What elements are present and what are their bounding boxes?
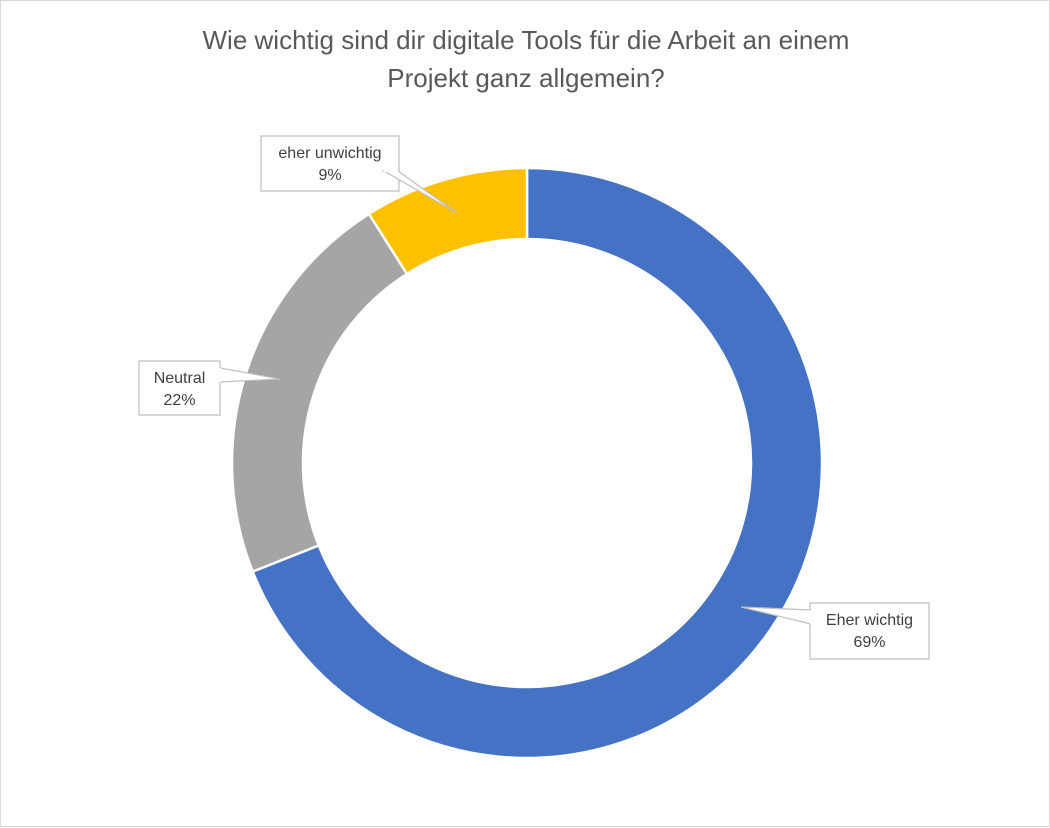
callout-value-label: 69% [853,634,885,651]
callout-eher-wichtig: Eher wichtig 69% [740,602,930,660]
callouts-layer: Eher wichtig 69% Neutral 22% eher unwichtig 9… [138,135,930,660]
callout-category-label: Neutral [154,370,206,387]
callout-value-label: 9% [318,167,341,184]
callout-category-label: eher unwichtig [278,145,381,162]
callout-neutral: Neutral 22% [138,360,281,416]
slice-eher-wichtig [251,166,824,760]
slices-layer [230,166,824,760]
chart-title: Wie wichtig sind dir digitale Tools für … [1,21,1050,97]
callout-box [260,135,400,192]
slice-neutral [230,212,409,574]
callout-box [809,602,930,660]
chart-title-line-1: Wie wichtig sind dir digitale Tools für … [202,25,850,55]
callout-box [138,360,221,416]
callout-value-label: 22% [163,392,195,409]
callout-category-label: Eher wichtig [826,612,913,629]
callout-eher-unwichtig: eher unwichtig 9% [260,135,458,214]
chart-title-line-2: Projekt ganz allgemein? [387,63,665,93]
